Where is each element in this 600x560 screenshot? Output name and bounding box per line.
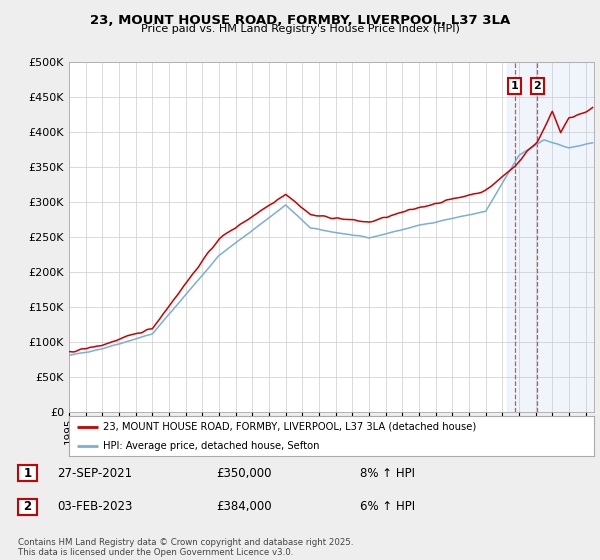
Text: Price paid vs. HM Land Registry's House Price Index (HPI): Price paid vs. HM Land Registry's House … bbox=[140, 24, 460, 34]
Text: 23, MOUNT HOUSE ROAD, FORMBY, LIVERPOOL, L37 3LA: 23, MOUNT HOUSE ROAD, FORMBY, LIVERPOOL,… bbox=[90, 14, 510, 27]
Text: £350,000: £350,000 bbox=[216, 466, 271, 480]
Text: 8% ↑ HPI: 8% ↑ HPI bbox=[360, 466, 415, 480]
Bar bbox=[508, 62, 594, 412]
Text: 23, MOUNT HOUSE ROAD, FORMBY, LIVERPOOL, L37 3LA (detached house): 23, MOUNT HOUSE ROAD, FORMBY, LIVERPOOL,… bbox=[103, 422, 476, 432]
Text: 1: 1 bbox=[23, 466, 32, 480]
Text: 2: 2 bbox=[533, 81, 541, 91]
Text: 1: 1 bbox=[511, 81, 519, 91]
Text: £384,000: £384,000 bbox=[216, 500, 272, 514]
Text: HPI: Average price, detached house, Sefton: HPI: Average price, detached house, Seft… bbox=[103, 441, 320, 450]
Text: 6% ↑ HPI: 6% ↑ HPI bbox=[360, 500, 415, 514]
Text: 27-SEP-2021: 27-SEP-2021 bbox=[57, 466, 132, 480]
Text: 03-FEB-2023: 03-FEB-2023 bbox=[57, 500, 133, 514]
Text: Contains HM Land Registry data © Crown copyright and database right 2025.
This d: Contains HM Land Registry data © Crown c… bbox=[18, 538, 353, 557]
Text: 2: 2 bbox=[23, 500, 32, 514]
